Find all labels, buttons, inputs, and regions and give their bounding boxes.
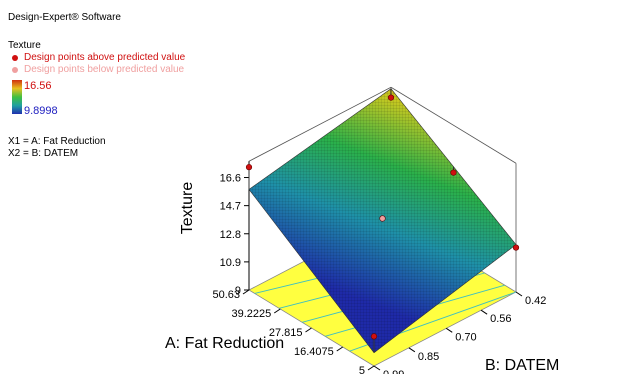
a-tick-label: 50.63 [212,289,240,301]
legend-panel: Design-Expert® Software Texture Design p… [0,0,240,170]
a-tick [273,308,281,314]
design-points [245,88,520,353]
b-tick [445,327,453,333]
b-tick-label: 0.56 [490,313,511,325]
b-tick [408,347,416,353]
a-tick [336,346,344,352]
a-tick [367,365,375,371]
b-axis-label: B: DATEM [485,357,559,374]
b-tick [480,309,488,315]
z-axis-label: Texture [179,182,196,235]
design-point [450,169,457,176]
a-tick [242,289,250,295]
b-tick-label: 0.42 [525,295,546,307]
design-point [370,333,378,340]
design-point [387,94,395,101]
b-tick [515,291,523,297]
a-tick-label: 16.4075 [294,346,334,358]
design-point [379,215,386,222]
z-tick-label: 12.8 [220,229,241,241]
response-name: Texture [8,40,41,51]
a-axis: 5 16.4075 27.815 39.2225 50.63 [212,289,375,374]
box-edge [390,86,517,164]
a-axis-label: A: Fat Reduction [165,335,284,352]
a-tick-label: 39.2225 [231,308,271,320]
a-tick [305,327,312,333]
b-axis: 0.99 0.85 0.70 0.56 0.42 [373,291,546,374]
legend-below: Design points below predicted value [24,64,185,75]
legend-above: Design points above predicted value [24,52,186,63]
legend-x2: X2 = B: DATEM [8,148,79,159]
legend-min: 9.8998 [24,105,58,117]
design-point [512,244,520,251]
z-tick-label: 10.9 [220,257,241,269]
legend-x1: X1 = A: Fat Reduction [8,136,106,147]
software-title: Design-Expert® Software [8,12,121,23]
z-tick-label: 16.6 [220,173,241,185]
z-axis: 9 10.9 12.8 14.7 16.6 [220,161,250,297]
design-point [245,164,253,171]
b-tick-label: 0.70 [455,331,476,343]
above-marker-icon [12,55,18,61]
b-tick-label: 0.99 [383,369,404,374]
b-tick-label: 0.85 [418,351,439,363]
box-edge [248,86,392,162]
axis-labels: Texture A: Fat Reduction B: DATEM [165,182,559,374]
below-marker-icon [12,67,18,73]
legend-max: 16.56 [24,80,52,92]
a-tick-label: 5 [359,365,365,374]
b-tick [373,365,381,371]
z-tick-label: 9 [235,285,241,297]
a-tick-label: 27.815 [269,327,303,339]
color-scale-bar [12,80,22,114]
z-tick-label: 14.7 [220,201,241,213]
